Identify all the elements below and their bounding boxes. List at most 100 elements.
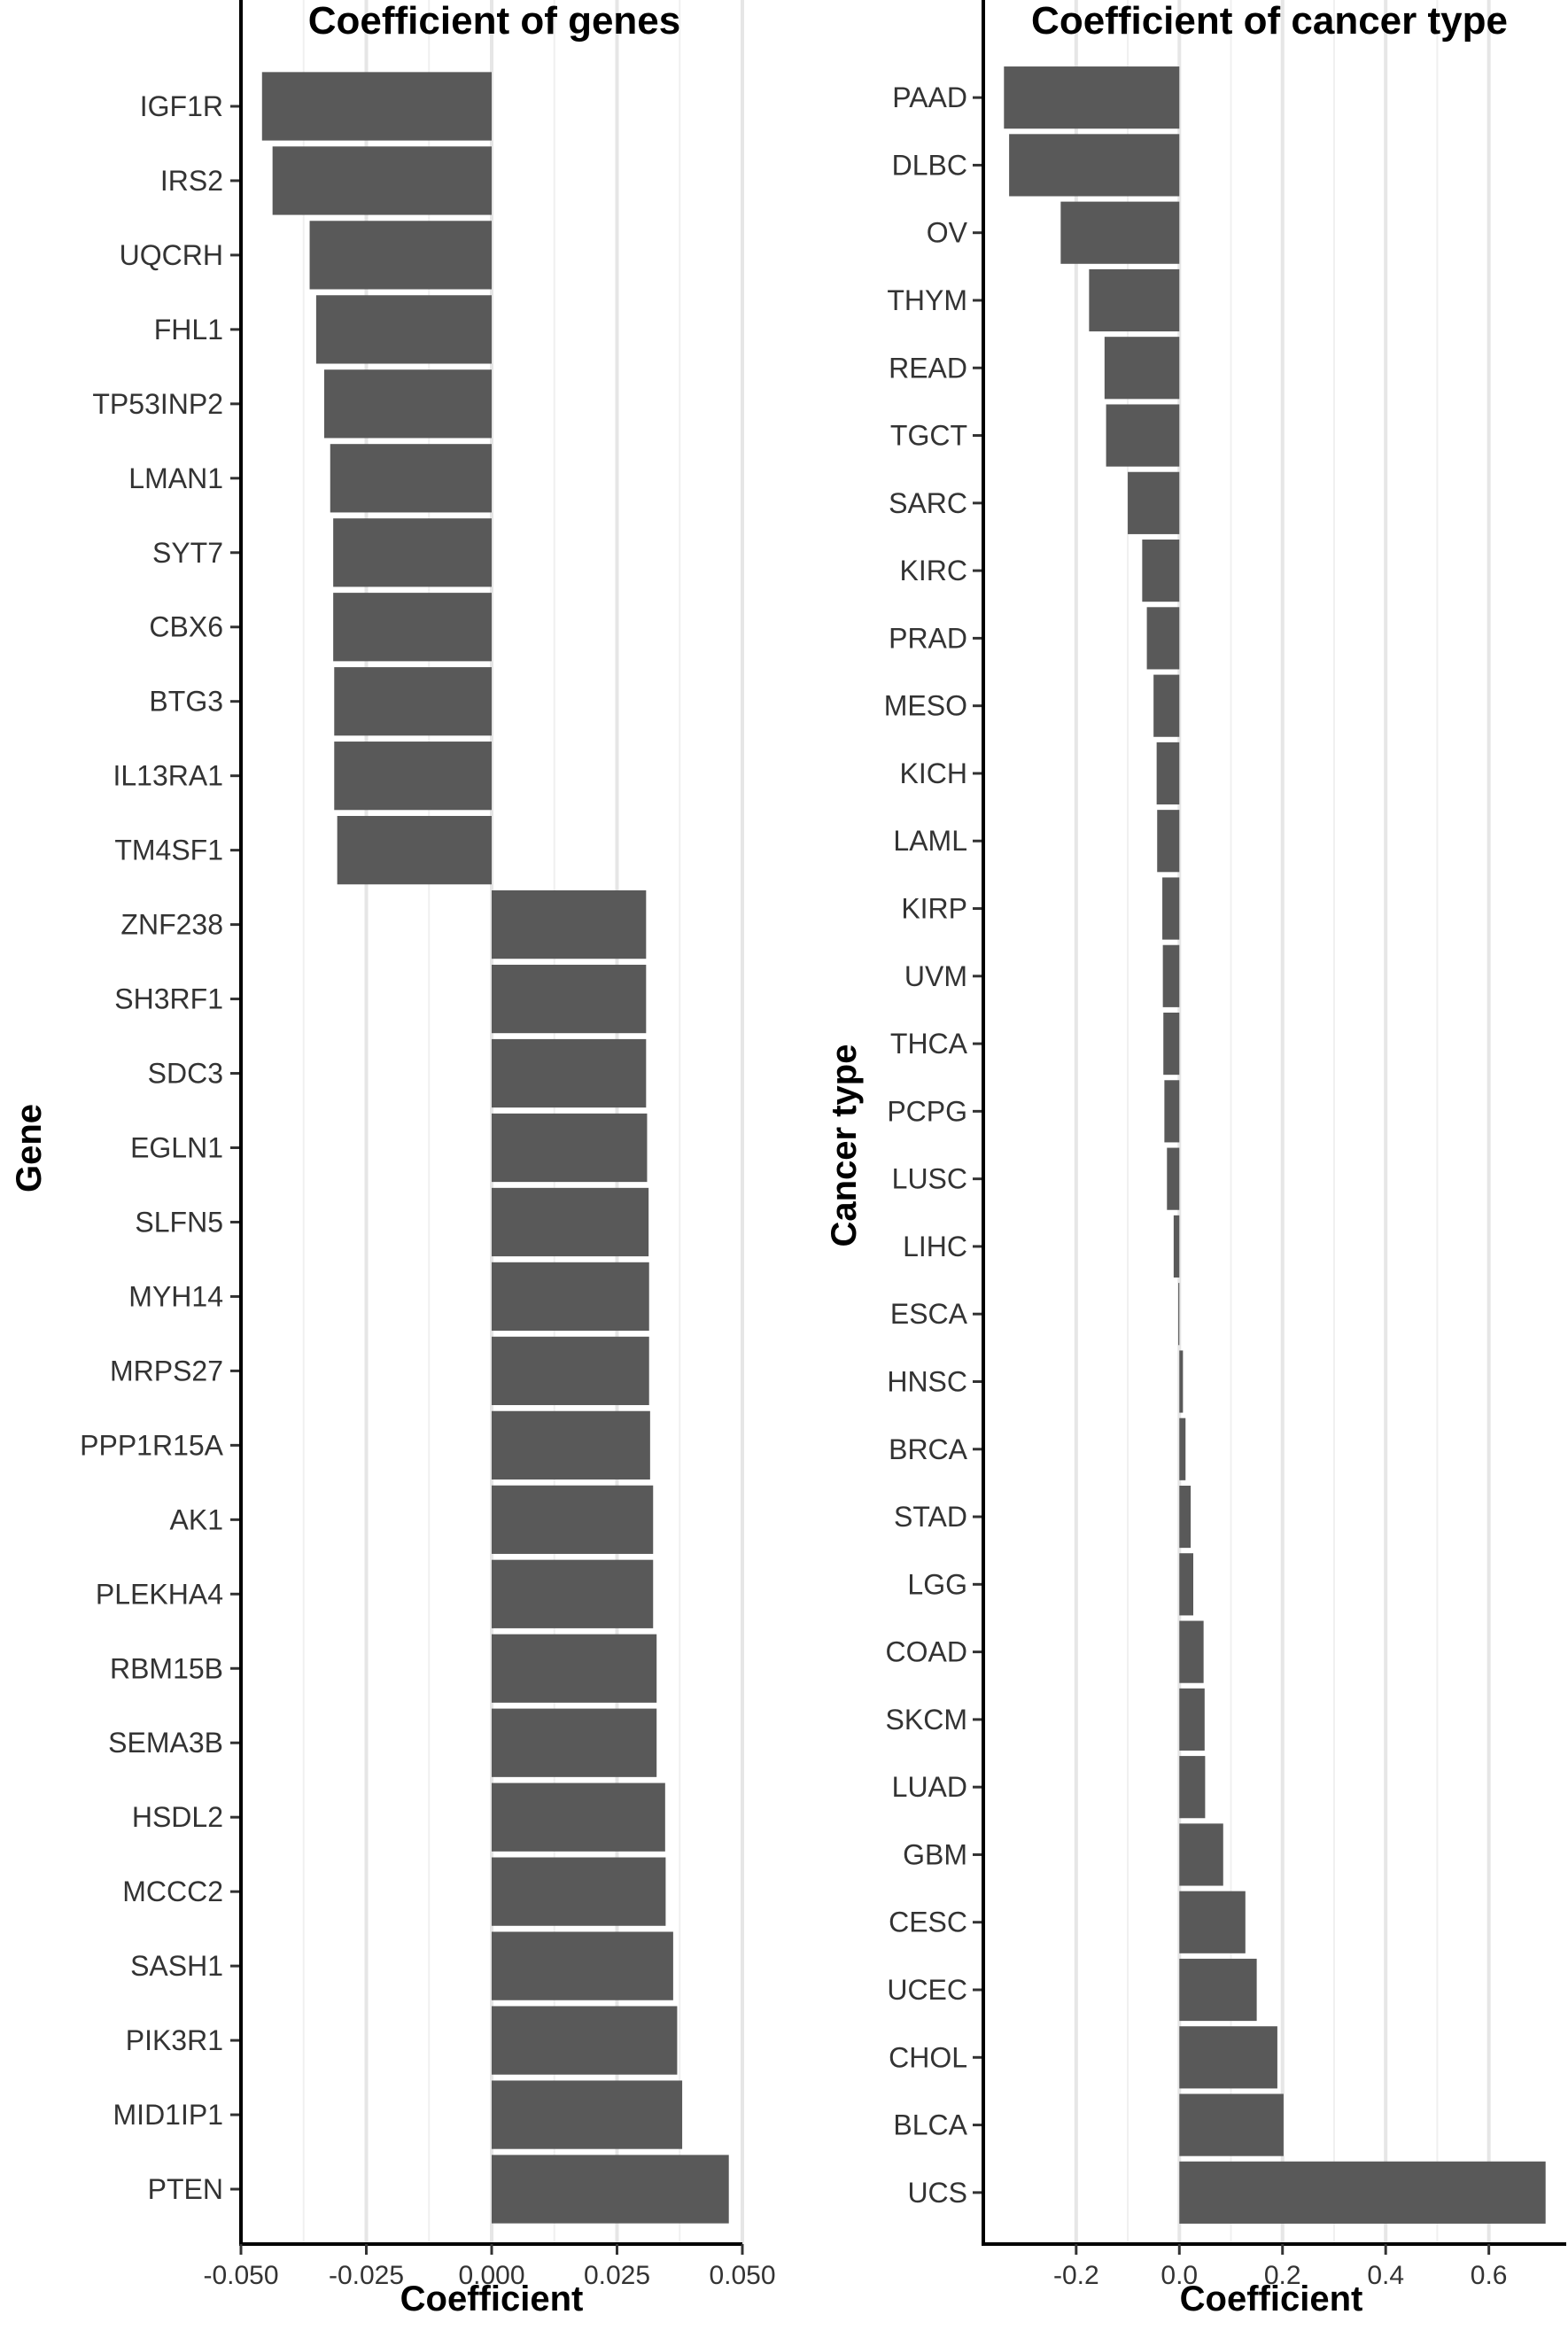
category-label-lihc: LIHC [903,1231,967,1262]
category-label-sash1: SASH1 [130,1950,223,1982]
category-label-mrps27: MRPS27 [110,1355,223,1386]
bar-mid1ip1 [492,2080,683,2149]
category-label-kirc: KIRC [900,555,967,586]
bar-hnsc [1179,1350,1184,1413]
category-label-lgg: LGG [907,1568,967,1600]
bar-kich [1156,742,1180,805]
category-label-lusc: LUSC [892,1163,967,1195]
category-label-kirp: KIRP [901,893,967,925]
x-tick-label: 0.0 [1160,2261,1198,2290]
bar-sh3rf1 [492,964,647,1034]
category-label-syt7: SYT7 [152,537,223,569]
category-label-esca: ESCA [890,1298,968,1330]
bar-plekha4 [492,1559,654,1628]
category-label-pcpg: PCPG [887,1095,967,1127]
bar-tgct [1106,404,1180,467]
category-label-prad: PRAD [889,622,967,654]
bar-kirp [1162,877,1180,940]
gene-y-axis-title: Gene [10,1104,49,1192]
category-label-hsdl2: HSDL2 [132,1801,223,1833]
category-label-sema3b: SEMA3B [108,1727,223,1759]
bar-read [1104,337,1180,400]
x-tick-label: 0.2 [1264,2261,1301,2290]
category-label-slfn5: SLFN5 [135,1206,223,1238]
category-label-hnsc: HNSC [887,1365,967,1397]
category-label-ov: OV [927,217,968,249]
bar-skcm [1179,1688,1205,1751]
category-label-znf238: ZNF238 [120,909,223,941]
bar-tm4sf1 [337,816,492,885]
category-label-ucs: UCS [907,2177,967,2209]
category-label-kich: KICH [900,757,967,789]
genes-panel: IGF1R IRS2 UQCRH FHL1 TP53INP2 LMAN1 SYT7 CBX6 B… [10,0,776,2318]
category-label-egln1: EGLN1 [130,1132,223,1164]
x-tick-label: -0.025 [329,2261,404,2290]
bar-ak1 [492,1485,654,1554]
bar-uqcrh [309,221,492,290]
category-label-rbm15b: RBM15B [110,1652,223,1684]
category-label-tgct: TGCT [890,420,967,452]
bar-coad [1179,1620,1204,1683]
bar-ov [1060,201,1180,264]
bar-rbm15b [492,1634,657,1703]
bar-sema3b [492,1708,657,1777]
category-label-tm4sf1: TM4SF1 [114,835,223,866]
bar-ucs [1179,2161,1546,2224]
cancer-type-y-axis-title: Cancer type [825,1045,864,1247]
bar-kirc [1142,540,1180,602]
bar-irs2 [272,146,492,215]
category-label-laml: LAML [893,825,967,857]
category-label-sh3rf1: SH3RF1 [114,983,223,1015]
x-tick-label: 0.050 [709,2261,775,2290]
category-label-paad: PAAD [892,82,967,113]
bar-pcpg [1164,1080,1180,1143]
bar-esca [1178,1283,1180,1346]
bar-sarc [1128,471,1180,534]
category-label-coad: COAD [886,1636,967,1668]
bar-hsdl2 [492,1782,665,1852]
category-label-ucec: UCEC [887,1974,967,2006]
category-label-btg3: BTG3 [149,686,223,718]
category-label-blca: BLCA [893,2109,967,2141]
bar-btg3 [334,667,492,736]
bar-pik3r1 [492,2006,678,2075]
bar-cbx6 [333,593,492,662]
category-label-read: READ [889,352,967,384]
cancer-type-chart-title: Coefficient of cancer type [1031,0,1508,43]
bar-syt7 [333,518,492,587]
bar-luad [1179,1756,1206,1819]
cancer-type-panel: PAAD DLBC OV THYM READ TGCT SARC KIRC PRAD MESO KI… [825,0,1566,2318]
category-label-lman1: LMAN1 [128,462,223,494]
category-label-tp53inp2: TP53INP2 [92,388,223,420]
bar-slfn5 [492,1187,649,1257]
bar-uvm [1162,944,1180,1007]
bar-blca [1179,2093,1284,2156]
bar-lusc [1167,1147,1180,1210]
gene-x-axis-title: Coefficient [400,2280,584,2318]
bar-znf238 [492,889,647,959]
category-label-gbm: GBM [903,1838,967,1870]
bar-thca [1163,1012,1180,1076]
x-tick-label: 0.6 [1471,2261,1508,2290]
bar-mrps27 [492,1336,649,1406]
category-label-stad: STAD [894,1501,967,1533]
category-label-plekha4: PLEKHA4 [96,1578,223,1610]
bar-stad [1179,1485,1192,1549]
category-label-il13ra1: IL13RA1 [113,760,223,792]
bar-sash1 [492,1931,673,2000]
x-tick-label: 0.4 [1367,2261,1404,2290]
bar-cesc [1179,1891,1246,1953]
bar-prad [1146,607,1180,670]
category-label-mccc2: MCCC2 [122,1876,223,1907]
category-label-uqcrh: UQCRH [120,239,223,271]
category-label-brca: BRCA [889,1433,968,1465]
category-label-thca: THCA [890,1028,968,1060]
bar-laml [1157,810,1180,873]
category-label-meso: MESO [884,690,967,722]
x-tick-label: 0.000 [458,2261,524,2290]
category-label-luad: LUAD [892,1771,967,1803]
bar-lihc [1173,1215,1180,1278]
bar-sdc3 [492,1038,647,1108]
